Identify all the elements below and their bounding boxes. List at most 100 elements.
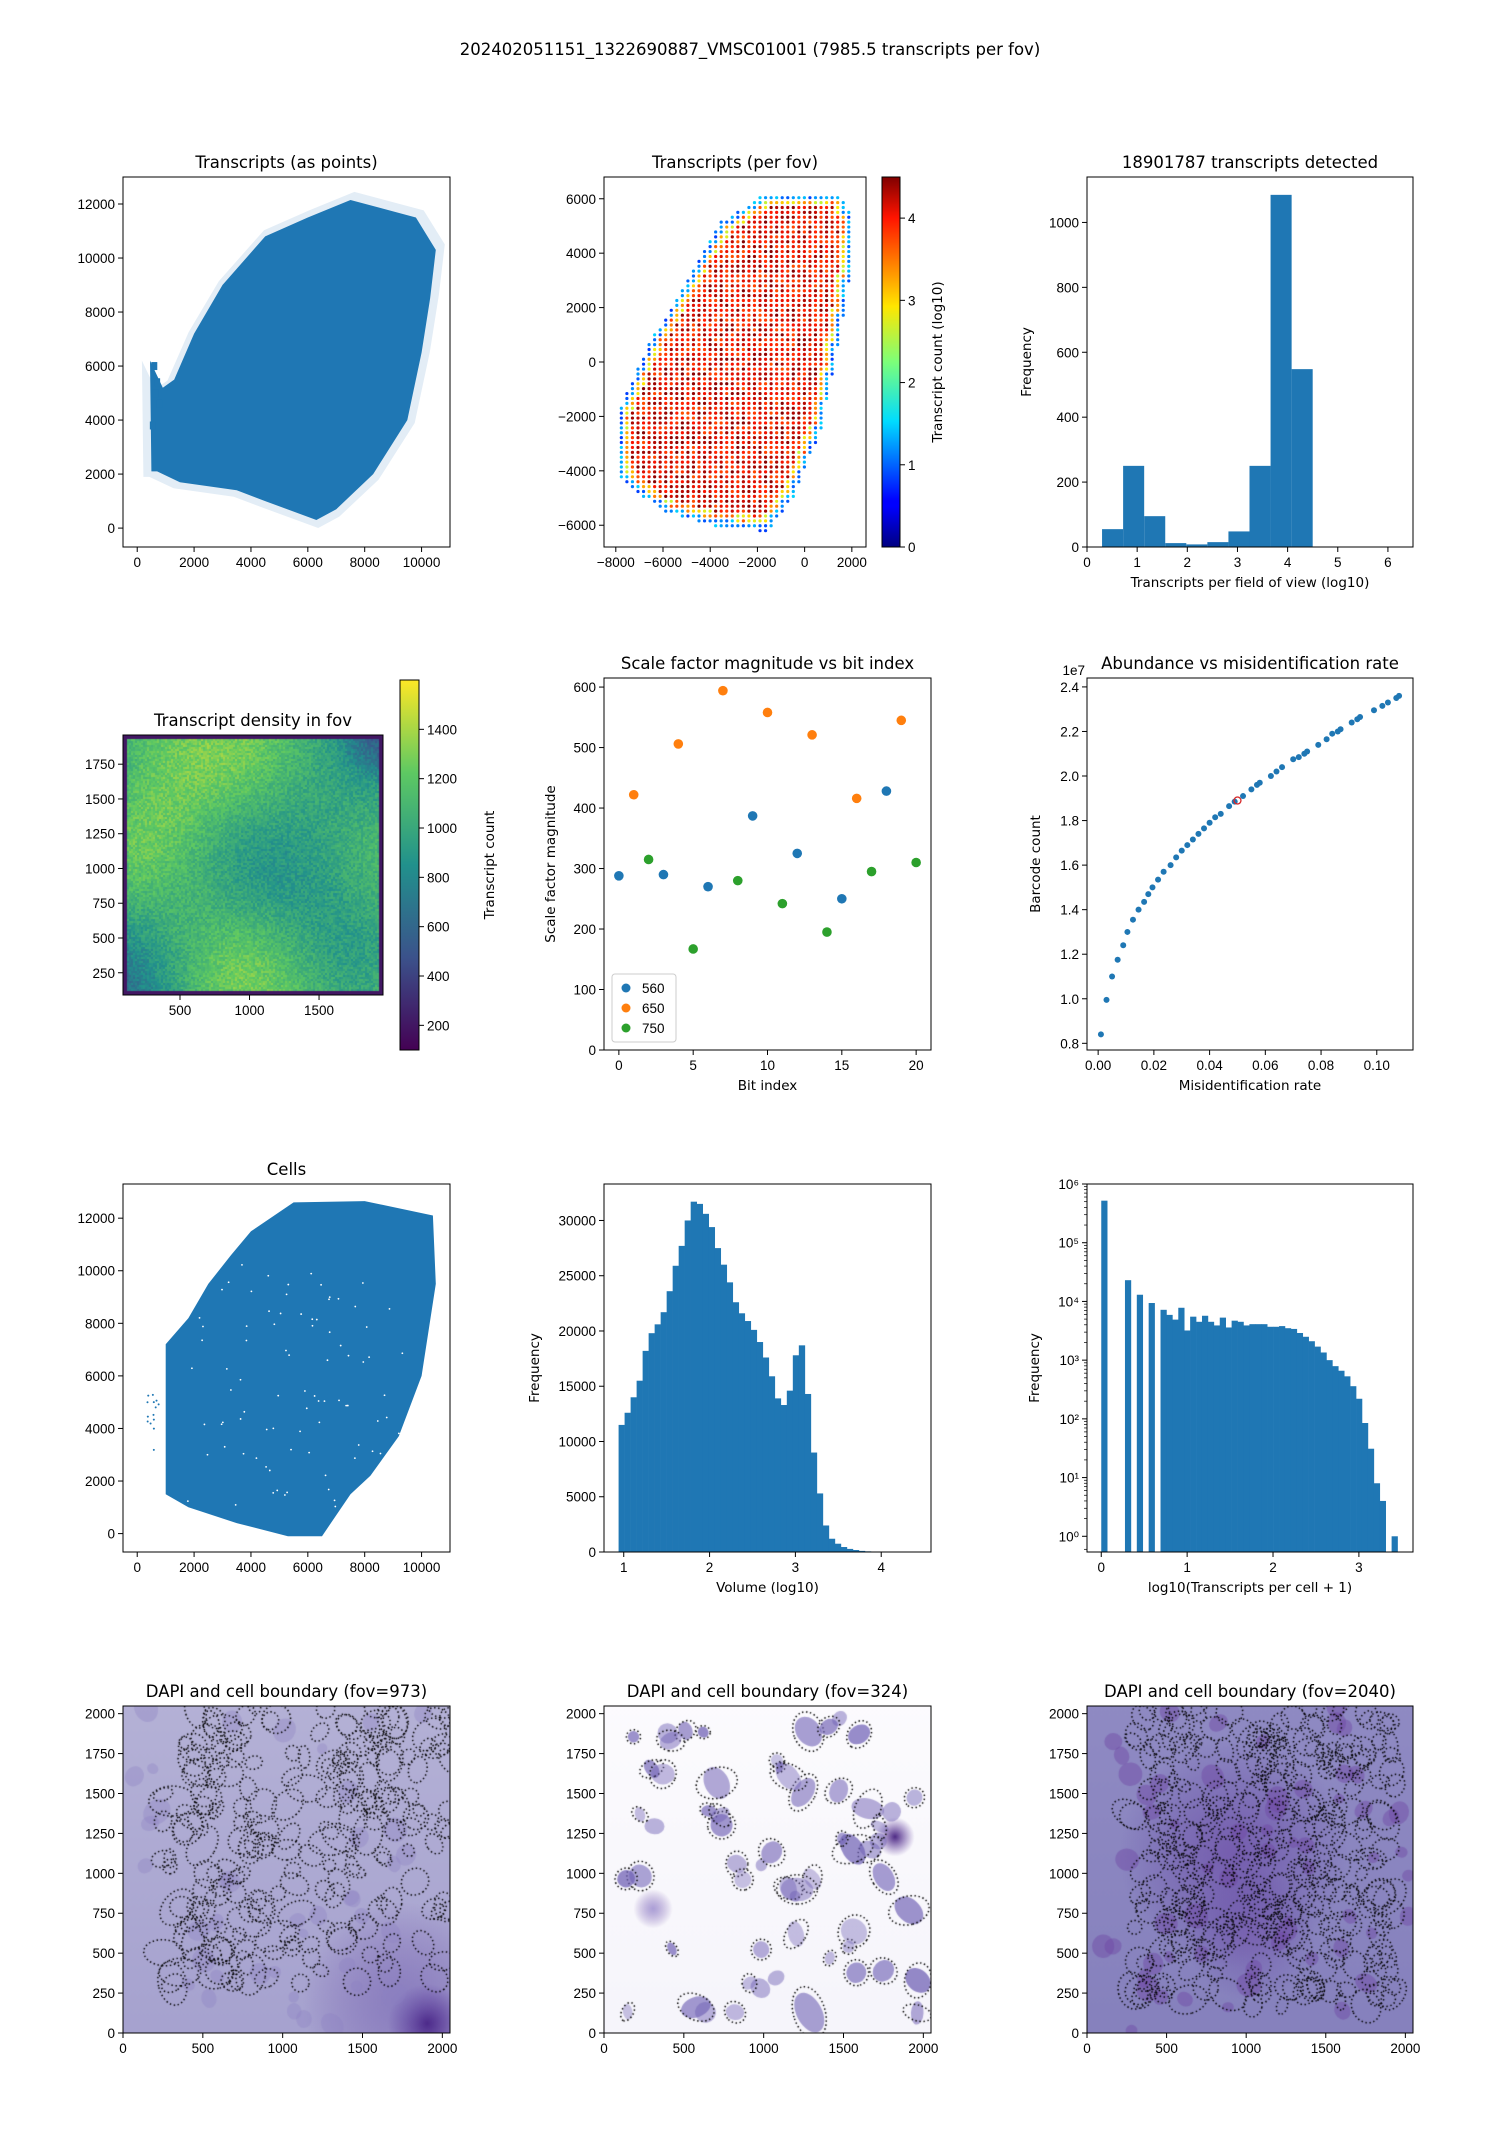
- fov-point: [647, 490, 650, 493]
- fov-point: [653, 338, 656, 341]
- fov-point: [664, 426, 667, 429]
- colorbar-tick-label: 1000: [427, 821, 457, 836]
- fov-point: [764, 461, 767, 464]
- fov-point: [703, 343, 706, 346]
- fov-point: [758, 201, 761, 204]
- fov-point: [814, 348, 817, 351]
- fov-point: [631, 480, 634, 483]
- fov-point: [664, 407, 667, 410]
- fov-point: [703, 421, 706, 424]
- fov-point: [831, 348, 834, 351]
- fov-point: [731, 485, 734, 488]
- fov-point: [708, 372, 711, 375]
- fov-point: [703, 377, 706, 380]
- fov-point: [731, 431, 734, 434]
- fov-point: [692, 338, 695, 341]
- cell-gap: [398, 1432, 400, 1434]
- fov-point: [770, 514, 773, 517]
- fov-point: [647, 372, 650, 375]
- fov-point: [692, 314, 695, 317]
- axes-frame: [1087, 678, 1413, 1050]
- fov-point: [725, 514, 728, 517]
- fov-point: [664, 353, 667, 356]
- fov-point: [664, 377, 667, 380]
- cell-gap: [246, 1340, 248, 1342]
- fov-point: [753, 328, 756, 331]
- fov-point: [764, 265, 767, 268]
- fov-point: [708, 279, 711, 282]
- fov-point: [664, 446, 667, 449]
- fov-point: [758, 519, 761, 522]
- fov-point: [792, 363, 795, 366]
- fov-point: [814, 196, 817, 199]
- x-tick-label: 1500: [1311, 2041, 1341, 2056]
- fov-point: [675, 333, 678, 336]
- cell-point: [147, 1395, 149, 1397]
- fov-point: [664, 343, 667, 346]
- fov-point: [819, 196, 822, 199]
- y-tick-label: 500: [573, 741, 596, 756]
- fov-point: [720, 245, 723, 248]
- fov-point: [753, 490, 756, 493]
- fov-point: [747, 363, 750, 366]
- fov-point: [664, 333, 667, 336]
- cell-gap: [384, 1394, 386, 1396]
- abundance-point: [1141, 899, 1147, 905]
- fov-point: [670, 480, 673, 483]
- fov-point: [747, 240, 750, 243]
- fov-point: [781, 426, 784, 429]
- fov-point: [625, 470, 628, 473]
- x-tick-label: 6000: [293, 555, 323, 570]
- cell-gap: [241, 1264, 243, 1266]
- fov-point: [659, 485, 662, 488]
- histogram-bar: [739, 1313, 745, 1552]
- fov-point: [670, 353, 673, 356]
- fov-point: [742, 323, 745, 326]
- fov-point: [758, 387, 761, 390]
- fov-point: [736, 216, 739, 219]
- x-tick-label: 1: [1183, 1560, 1191, 1575]
- fov-point: [819, 270, 822, 273]
- fov-point: [631, 470, 634, 473]
- cell-points: [166, 1201, 436, 1536]
- fov-point: [770, 495, 773, 498]
- fov-point: [720, 255, 723, 258]
- fov-point: [803, 416, 806, 419]
- fov-point: [775, 270, 778, 273]
- fov-point: [731, 230, 734, 233]
- histogram-bar: [1228, 531, 1249, 547]
- fov-point: [681, 363, 684, 366]
- fov-point: [764, 387, 767, 390]
- fov-point: [686, 323, 689, 326]
- fov-point: [781, 240, 784, 243]
- legend-label: 560: [642, 981, 665, 996]
- histogram-bar: [1102, 529, 1123, 547]
- fov-point: [720, 421, 723, 424]
- fov-point: [720, 358, 723, 361]
- fov-point: [642, 367, 645, 370]
- fov-point: [731, 363, 734, 366]
- fov-point: [736, 431, 739, 434]
- fov-point: [842, 284, 845, 287]
- fov-point: [836, 260, 839, 263]
- fov-point: [814, 426, 817, 429]
- fov-point: [642, 416, 645, 419]
- fov-point: [825, 235, 828, 238]
- fov-point: [736, 323, 739, 326]
- fov-point: [736, 382, 739, 385]
- scatter-point-560: [792, 849, 802, 859]
- fov-point: [731, 353, 734, 356]
- fov-point: [742, 279, 745, 282]
- fov-point: [725, 250, 728, 253]
- fov-point: [770, 333, 773, 336]
- plot-area-1: [620, 196, 851, 532]
- fov-point: [670, 509, 673, 512]
- y-tick-label: 6000: [85, 1369, 115, 1384]
- fov-point: [725, 441, 728, 444]
- cell-gap: [187, 1500, 189, 1502]
- fov-point: [825, 343, 828, 346]
- fov-point: [697, 461, 700, 464]
- fov-point: [670, 485, 673, 488]
- fov-point: [653, 402, 656, 405]
- x-tick-label: 2000: [179, 1560, 209, 1575]
